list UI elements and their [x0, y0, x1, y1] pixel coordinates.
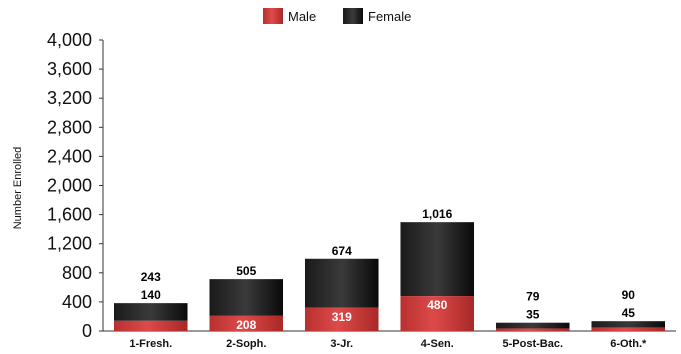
bar-female: [113, 303, 188, 321]
legend-label-female: Female: [368, 9, 411, 24]
x-category-label: 6-Oth.*: [610, 338, 647, 350]
data-label-female: 243: [141, 270, 161, 284]
data-label-male: 45: [622, 306, 636, 320]
bar-female: [591, 321, 666, 328]
y-tick-label: 2,400: [47, 146, 92, 166]
data-label-male: 140: [141, 288, 161, 302]
y-tick-label: 3,200: [47, 88, 92, 108]
data-label-male: 480: [427, 298, 447, 312]
data-label-male: 35: [526, 308, 540, 322]
y-tick-label: 2,000: [47, 176, 92, 196]
data-label-female: 90: [622, 288, 636, 302]
data-label-female: 505: [236, 264, 256, 278]
legend-swatch-male: [263, 8, 283, 24]
bars: 243 140 505 208 674 319 1,016 480 79 35 90 45: [113, 207, 666, 332]
x-category-label: 4-Sen.: [421, 338, 454, 350]
legend-label-male: Male: [288, 9, 316, 24]
bar-female: [304, 258, 379, 308]
y-tick-label: 800: [62, 263, 92, 283]
bar-male: [400, 296, 475, 331]
legend-swatch-female: [343, 8, 363, 24]
data-label-female: 79: [526, 290, 540, 304]
y-tick-label: 1,200: [47, 234, 92, 254]
legend: Male Female: [263, 8, 411, 24]
y-tick-label: 2,800: [47, 117, 92, 137]
y-axis-title: Number Enrolled: [12, 147, 24, 230]
x-category-label: 2-Soph.: [226, 338, 266, 350]
bar-male: [304, 307, 379, 331]
y-tick-label: 3,600: [47, 59, 92, 79]
bar-female: [400, 222, 475, 297]
bar-female: [209, 279, 284, 316]
bar-male: [209, 315, 284, 331]
y-tick-label: 4,000: [47, 30, 92, 50]
x-axis-labels: 1-Fresh. 2-Soph. 3-Jr. 4-Sen. 5-Post-Bac. 6-O…: [129, 338, 647, 350]
x-category-label: 5-Post-Bac.: [502, 338, 563, 350]
bar-female: [495, 322, 570, 329]
bar-male: [591, 327, 666, 331]
y-tick-label: 400: [62, 292, 92, 312]
data-label-male: 208: [236, 318, 256, 332]
bar-male: [495, 328, 570, 331]
data-label-female: 674: [332, 244, 352, 258]
data-label-male: 319: [332, 310, 352, 324]
y-tick-label: 1,600: [47, 205, 92, 225]
x-category-label: 1-Fresh.: [129, 338, 172, 350]
y-axis: 0 400 800 1,200 1,600 2,000 2,400 2,800 3,200 3,6…: [47, 30, 103, 341]
y-tick-label: 0: [82, 321, 92, 341]
data-label-female: 1,016: [422, 207, 452, 221]
x-category-label: 3-Jr.: [330, 338, 353, 350]
bar-male: [113, 320, 188, 331]
